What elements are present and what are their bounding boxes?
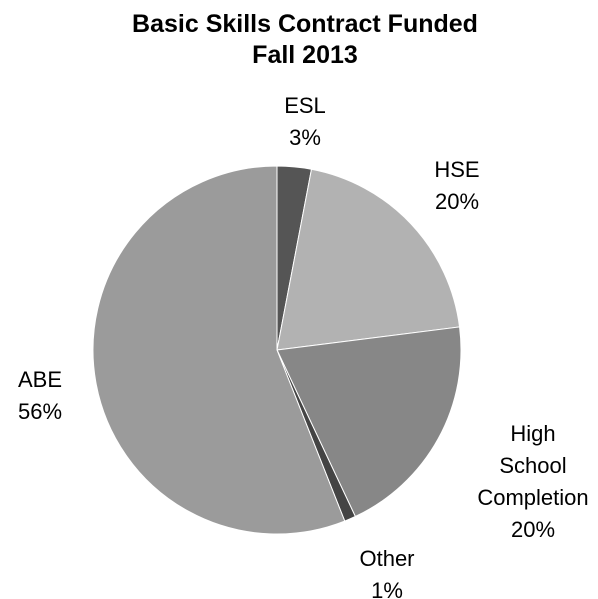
pie-label-abe-name: ABE: [18, 367, 62, 392]
pie-labels: ESL 3% HSE 20% High School Completion 20% Other 1…: [18, 93, 589, 599]
pie-label-hse-percent: 20%: [435, 189, 479, 214]
pie-label-hsc-name: Completion: [477, 485, 588, 510]
pie-label-other-name: Other: [359, 546, 414, 571]
pie-label-other: Other 1%: [359, 546, 414, 599]
pie-label-hse: HSE 20%: [434, 157, 479, 214]
pie-slice-hse: [276, 168, 461, 351]
pie-label-hsc: High School Completion 20%: [477, 421, 588, 542]
pie-label-other-percent: 1%: [371, 578, 403, 599]
pie-slices: [92, 165, 462, 535]
pie-label-abe-percent: 56%: [18, 399, 62, 424]
pie-label-hsc-name: High: [510, 421, 555, 446]
pie-label-abe: ABE 56%: [18, 367, 62, 424]
pie-label-hsc-percent: 20%: [511, 517, 555, 542]
pie-label-esl-percent: 3%: [289, 125, 321, 150]
pie-label-hse-name: HSE: [434, 157, 479, 182]
pie-label-esl: ESL 3%: [284, 93, 326, 150]
pie-slice-hsc: [276, 326, 462, 518]
pie-slice-abe: [92, 165, 346, 535]
chart-title-line-2: Fall 2013: [252, 41, 358, 69]
chart-title-line-1: Basic Skills Contract Funded: [132, 10, 478, 38]
pie-label-esl-name: ESL: [284, 93, 326, 118]
pie-label-hsc-name: School: [499, 453, 566, 478]
